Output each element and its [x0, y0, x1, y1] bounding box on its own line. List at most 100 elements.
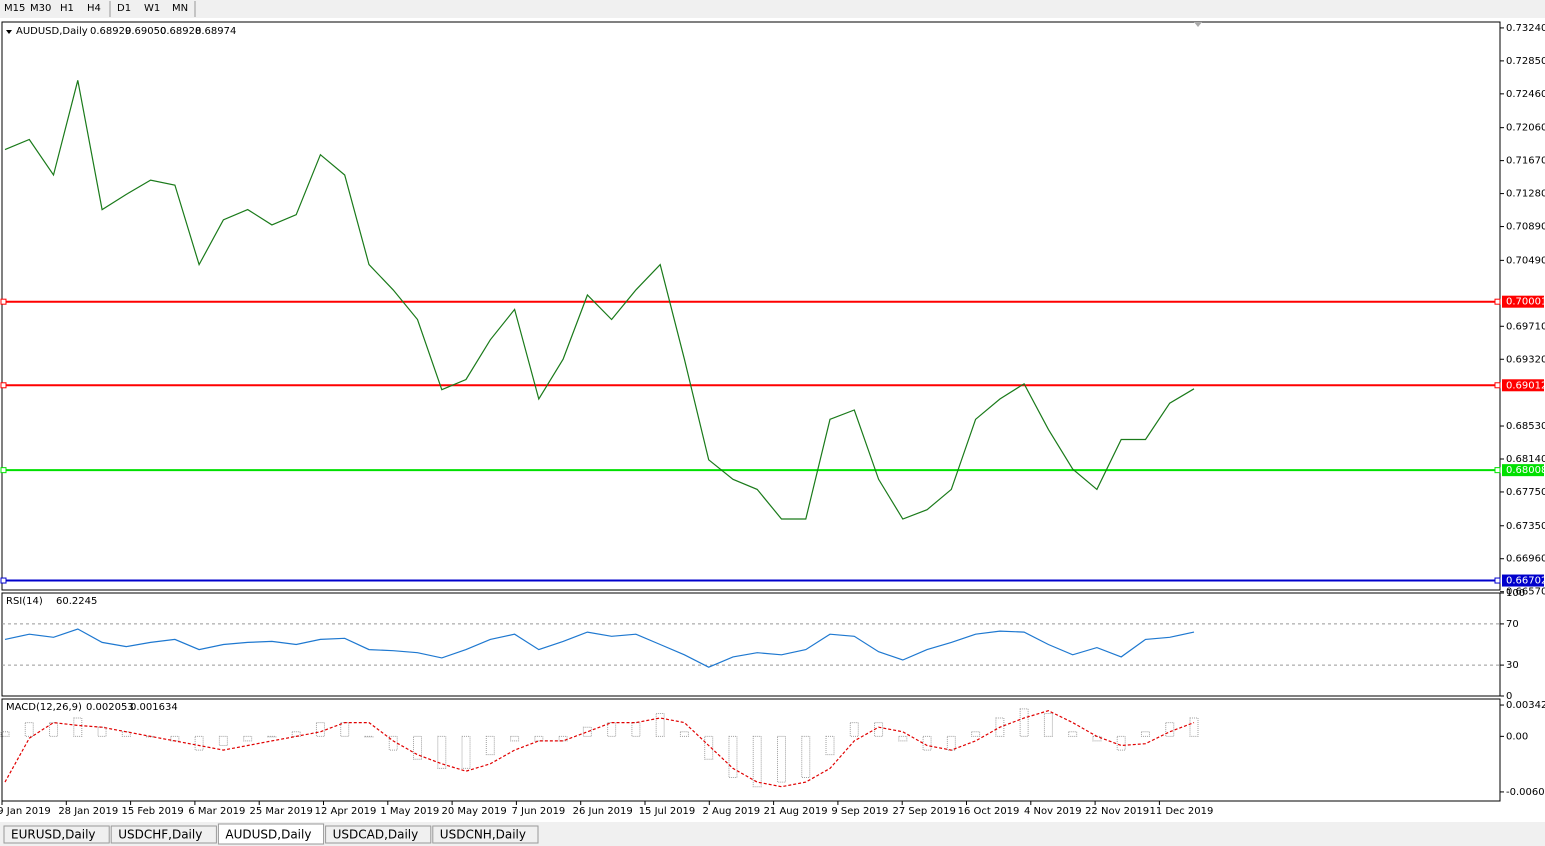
histogram-bar [679, 731, 689, 737]
y-tick-label: 0 [1506, 691, 1512, 702]
indicator-title: MACD(12,26,9) [6, 702, 82, 713]
level-handle[interactable] [1494, 577, 1501, 584]
x-tick-label: 20 May 2019 [441, 806, 506, 817]
x-tick-label: 6 Mar 2019 [188, 806, 245, 817]
level-handle[interactable] [0, 298, 7, 305]
indicator-value: 0.002053 [86, 702, 134, 713]
macd-panel [1, 698, 1501, 802]
timeframe-button[interactable]: M30 [30, 3, 51, 14]
level-handle[interactable] [1494, 382, 1501, 389]
toolbar [0, 0, 1545, 18]
level-label-box [1502, 295, 1544, 308]
timeframe-button[interactable]: W1 [144, 3, 160, 14]
histogram-bar [1019, 708, 1029, 737]
x-tick-label: 27 Sep 2019 [893, 806, 956, 817]
histogram-bar [582, 726, 592, 737]
tab-label[interactable]: AUDUSD,Daily [225, 828, 311, 842]
histogram-bar [631, 722, 641, 737]
tab[interactable] [325, 825, 432, 844]
level-label-box [1502, 574, 1544, 587]
histogram-bar [243, 735, 253, 742]
timeframe-button[interactable]: M15 [4, 3, 25, 14]
x-tick-label: 15 Jul 2019 [639, 806, 696, 817]
level-handle[interactable] [1494, 298, 1501, 305]
x-tick-label: 21 Aug 2019 [764, 806, 828, 817]
histogram-bar [461, 735, 471, 769]
level-handle[interactable] [0, 467, 7, 474]
y-tick-label: 30 [1506, 660, 1519, 671]
histogram-bar [97, 726, 107, 737]
y-tick-label: 0.67750 [1506, 487, 1545, 498]
histogram-bar [752, 735, 762, 788]
y-tick-label: 0.69320 [1506, 354, 1545, 365]
y-tick-label: 0.72060 [1506, 123, 1545, 134]
series-line [4, 710, 1195, 788]
tab[interactable] [110, 825, 217, 844]
y-tick-label: 100 [1506, 588, 1525, 599]
tab-label[interactable]: USDCHF,Daily [118, 828, 202, 842]
histogram-bar [922, 735, 932, 751]
dropdown-icon[interactable] [6, 30, 12, 34]
histogram-bar [655, 712, 665, 737]
ohlc-value: 0.69050 [125, 26, 166, 37]
histogram-bar [849, 722, 859, 737]
tab-label[interactable]: EURUSD,Daily [11, 828, 96, 842]
tab[interactable] [3, 825, 110, 844]
x-tick-label: 25 Mar 2019 [249, 806, 312, 817]
y-tick-label: 0.68140 [1506, 454, 1545, 465]
histogram-bar [801, 735, 811, 779]
histogram-bar [558, 735, 568, 742]
histogram-bar [49, 722, 59, 737]
series-line [4, 80, 1195, 520]
x-tick-label: 4 Nov 2019 [1024, 806, 1082, 817]
level-handle[interactable] [1494, 467, 1501, 474]
indicator-value: 0.001634 [130, 702, 178, 713]
main-panel [1, 21, 1501, 591]
histogram-bar [971, 731, 981, 737]
histogram-bar [413, 735, 423, 760]
tab[interactable] [217, 823, 325, 845]
ohlc-value: 0.68974 [195, 26, 236, 37]
timeframe-button[interactable]: H4 [87, 3, 101, 14]
histogram-bar [898, 735, 908, 742]
timeframe-button[interactable]: D1 [117, 3, 131, 14]
histogram-bar [946, 735, 956, 751]
level-label-box [1502, 379, 1544, 392]
timeframe-button[interactable]: H1 [60, 3, 74, 14]
y-tick-label: 0.73240 [1506, 23, 1545, 34]
histogram-bar [340, 722, 350, 737]
y-tick-label: 0.69710 [1506, 321, 1545, 332]
histogram-bar [315, 722, 325, 737]
histogram-bar [995, 717, 1005, 737]
histogram-bar [267, 735, 277, 738]
histogram-bar [510, 735, 520, 742]
x-tick-label: 9 Jan 2019 [0, 806, 51, 817]
tab[interactable] [432, 825, 539, 844]
x-tick-label: 7 Jun 2019 [512, 806, 566, 817]
y-tick-label: 0.00 [1506, 731, 1528, 742]
level-label: 0.69012 [1506, 380, 1545, 391]
chart-title: AUDUSD,Daily [16, 26, 88, 37]
histogram-bar [1043, 712, 1053, 737]
tab-label[interactable]: USDCNH,Daily [440, 828, 526, 842]
tab-label[interactable]: USDCAD,Daily [333, 828, 419, 842]
y-tick-label: 0.003421 [1506, 700, 1545, 711]
histogram-bar [73, 717, 83, 737]
histogram-bar [291, 731, 301, 737]
timeframe-button[interactable]: MN [172, 3, 188, 14]
x-tick-label: 9 Sep 2019 [831, 806, 888, 817]
rsi-panel [1, 592, 1501, 697]
level-handle[interactable] [0, 577, 7, 584]
x-tick-label: 1 May 2019 [380, 806, 439, 817]
x-tick-label: 12 Apr 2019 [315, 806, 377, 817]
x-tick-label: 11 Dec 2019 [1149, 806, 1213, 817]
histogram-bar [728, 735, 738, 779]
y-tick-label: 0.70890 [1506, 222, 1545, 233]
y-tick-label: 0.70490 [1506, 255, 1545, 266]
histogram-bar [1116, 735, 1126, 751]
level-handle[interactable] [0, 382, 7, 389]
histogram-bar [1165, 722, 1175, 737]
x-tick-label: 26 Jun 2019 [573, 806, 633, 817]
histogram-bar [170, 735, 180, 742]
ohlc-value: 0.68928 [160, 26, 201, 37]
